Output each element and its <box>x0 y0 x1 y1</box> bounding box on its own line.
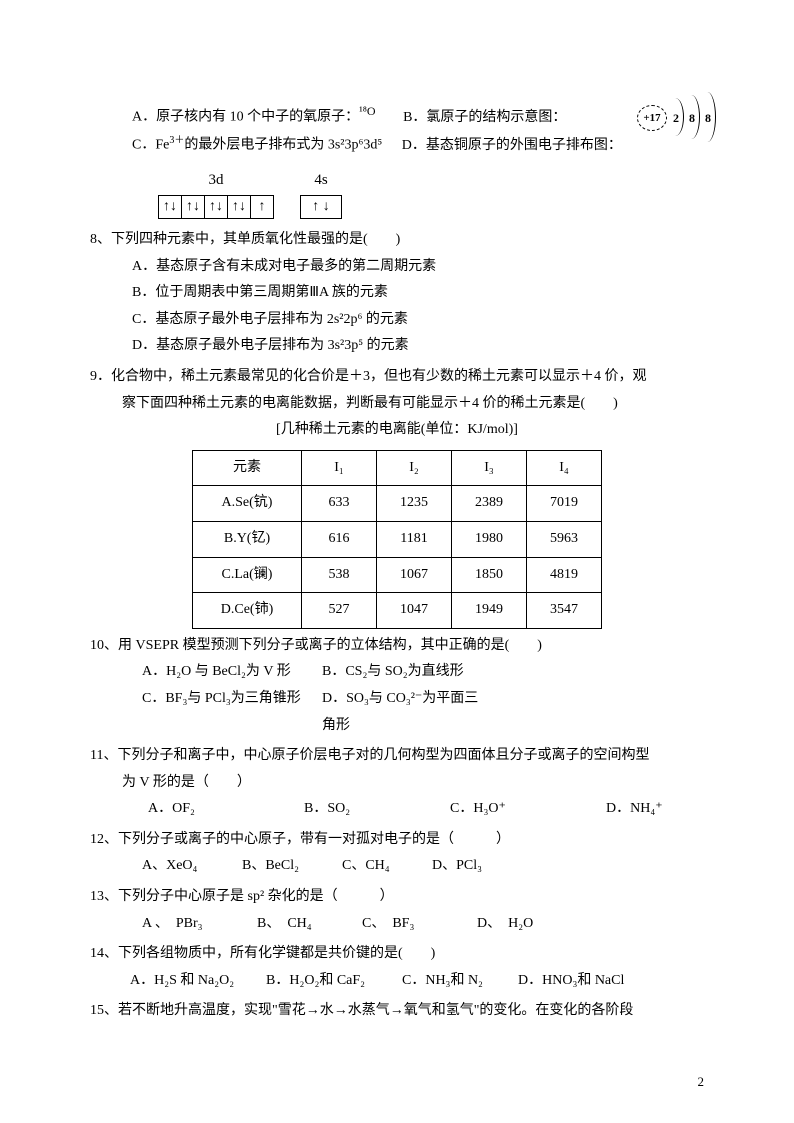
box-4s-1: ↑ ↓ <box>301 196 341 218</box>
box-3d-2: ↑↓ <box>182 196 205 218</box>
q10-C: C．BF₃与 PCl₃为三角锥形 <box>142 686 322 739</box>
q13-opts: A 、 PBr₃ B、 CH₄ C、 BF₃ D、 H₂O <box>90 911 704 938</box>
th-3: I₃ <box>452 450 527 486</box>
q10-row1: A．H₂O 与 BeCl₂为 V 形 B．CS₂与 SO₂为直线形 <box>90 659 704 686</box>
page: +17 2 8 8 A．原子核内有 10 个中子的氧原子：¹⁸O B．氯原子的结… <box>0 0 794 1123</box>
table-row: D.Ce(铈)527104719493547 <box>193 593 602 629</box>
q7-A: A．原子核内有 10 个中子的氧原子： <box>132 110 359 125</box>
q12-C: C、CH₄ <box>342 853 422 880</box>
th-2: I₂ <box>377 450 452 486</box>
shell-1-count: 2 <box>673 107 679 130</box>
orbital-4s-boxes: ↑ ↓ <box>300 195 342 219</box>
page-number: 2 <box>698 1070 705 1095</box>
q13-C: C、 BF₃ <box>362 911 477 938</box>
q14-A: A．H₂S 和 Na₂O₂ <box>130 968 258 995</box>
q13-B: B、 CH₄ <box>257 911 362 938</box>
orbital-3d-label: 3d <box>158 166 274 195</box>
q12-B: B、BeCl₂ <box>242 853 332 880</box>
q12-stem: 12、下列分子或离子的中心原子，带有一对孤对电子的是（ ） <box>90 827 704 854</box>
atom-diagram: +17 2 8 8 <box>637 95 732 143</box>
th-0: 元素 <box>193 450 302 486</box>
q9-line2: 察下面四种稀土元素的电离能数据，判断最有可能显示＋4 价的稀土元素是( ) <box>90 391 704 418</box>
q9-caption: [几种稀土元素的电离能(单位：KJ/mol)] <box>90 417 704 444</box>
q10-D: D．SO₃与 CO₃²⁻为平面三角形 <box>322 686 492 739</box>
table-header-row: 元素 I₁ I₂ I₃ I₄ <box>193 450 602 486</box>
nucleus-label: +17 <box>637 105 667 131</box>
q8-A: A．基态原子含有未成对电子最多的第二周期元素 <box>90 254 704 281</box>
q8-C: C．基态原子最外电子层排布为 2s²2p⁶ 的元素 <box>90 307 704 334</box>
shell-3-count: 8 <box>705 107 711 130</box>
orbital-diagram: 3d ↑↓ ↑↓ ↑↓ ↑↓ ↑ 4s ↑ ↓ <box>158 166 704 220</box>
q8-B: B．位于周期表中第三周期第ⅢA 族的元素 <box>90 280 704 307</box>
q7-C-sup: 3＋ <box>169 135 184 146</box>
q11-B: B．SO₂ <box>304 796 404 823</box>
q10-A: A．H₂O 与 BeCl₂为 V 形 <box>142 659 322 686</box>
q12-D: D、PCl₃ <box>432 853 482 880</box>
table-row: C.La(镧)538106718504819 <box>193 557 602 593</box>
q14-stem: 14、下列各组物质中，所有化学键都是共价键的是( ) <box>90 941 704 968</box>
ionization-table: 元素 I₁ I₂ I₃ I₄ A.Se(钪)633123523897019 B.… <box>192 450 602 629</box>
q13-stem: 13、下列分子中心原子是 sp² 杂化的是（ ） <box>90 884 704 911</box>
box-3d-1: ↑↓ <box>159 196 182 218</box>
box-3d-4: ↑↓ <box>228 196 251 218</box>
th-4: I₄ <box>527 450 602 486</box>
q7-B: B．氯原子的结构示意图： <box>403 110 566 125</box>
q11-C: C．H₃O⁺ <box>450 796 560 823</box>
q14-opts: A．H₂S 和 Na₂O₂ B．H₂O₂和 CaF₂ C．NH₃和 N₂ D．H… <box>90 968 704 995</box>
orbital-3d: 3d ↑↓ ↑↓ ↑↓ ↑↓ ↑ <box>158 166 274 220</box>
q7-A-iso: ¹⁸O <box>359 104 375 118</box>
q7-row-CD: C．Fe3＋的最外层电子排布式为 3s²3p⁶3d⁵ D．基态铜原子的外围电子排… <box>90 131 704 159</box>
q12-A: A、XeO₄ <box>142 853 232 880</box>
q15-stem: 15、若不断地升高温度，实现"雪花→水→水蒸气→氧气和氢气"的变化。在变化的各阶… <box>90 998 704 1025</box>
q10-B: B．CS₂与 SO₂为直线形 <box>322 659 492 686</box>
q11-line1: 11、下列分子和离子中，中心原子价层电子对的几何构型为四面体且分子或离子的空间构… <box>90 743 704 770</box>
q14-B: B．H₂O₂和 CaF₂ <box>266 968 394 995</box>
th-1: I₁ <box>302 450 377 486</box>
q12-opts: A、XeO₄ B、BeCl₂ C、CH₄ D、PCl₃ <box>90 853 704 880</box>
q11-line2: 为 V 形的是（ ） <box>90 770 704 797</box>
q8-stem: 8、下列四种元素中，其单质氧化性最强的是( ) <box>90 227 704 254</box>
shell-2-count: 8 <box>689 107 695 130</box>
q13-A: A 、 PBr₃ <box>142 911 257 938</box>
table-row: A.Se(钪)633123523897019 <box>193 486 602 522</box>
q13-D: D、 H₂O <box>477 911 533 938</box>
q7-C-pre: C．Fe <box>132 138 169 153</box>
q14-C: C．NH₃和 N₂ <box>402 968 510 995</box>
q11-A: A．OF₂ <box>148 796 258 823</box>
q10-row2: C．BF₃与 PCl₃为三角锥形 D．SO₃与 CO₃²⁻为平面三角形 <box>90 686 704 739</box>
orbital-3d-boxes: ↑↓ ↑↓ ↑↓ ↑↓ ↑ <box>158 195 274 219</box>
q11-D: D．NH₄⁺ <box>606 796 663 823</box>
q14-D: D．HNO₃和 NaCl <box>518 968 624 995</box>
orbital-4s: 4s ↑ ↓ <box>300 166 342 220</box>
q11-opts: A．OF₂ B．SO₂ C．H₃O⁺ D．NH₄⁺ <box>90 796 704 823</box>
box-3d-3: ↑↓ <box>205 196 228 218</box>
q7-row-AB: A．原子核内有 10 个中子的氧原子：¹⁸O B．氯原子的结构示意图： <box>90 100 704 131</box>
table-row: B.Y(钇)616118119805963 <box>193 521 602 557</box>
q7-D: D．基态铜原子的外围电子排布图： <box>402 138 622 153</box>
q7-C-post: 的最外层电子排布式为 3s²3p⁶3d⁵ <box>184 138 382 153</box>
q9-line1: 9．化合物中，稀土元素最常见的化合价是＋3，但也有少数的稀土元素可以显示＋4 价… <box>90 364 704 391</box>
q10-stem: 10、用 VSEPR 模型预测下列分子或离子的立体结构，其中正确的是( ) <box>90 633 704 660</box>
orbital-4s-label: 4s <box>300 166 342 195</box>
box-3d-5: ↑ <box>251 196 273 218</box>
q8-D: D．基态原子最外电子层排布为 3s²3p⁵ 的元素 <box>90 333 704 360</box>
